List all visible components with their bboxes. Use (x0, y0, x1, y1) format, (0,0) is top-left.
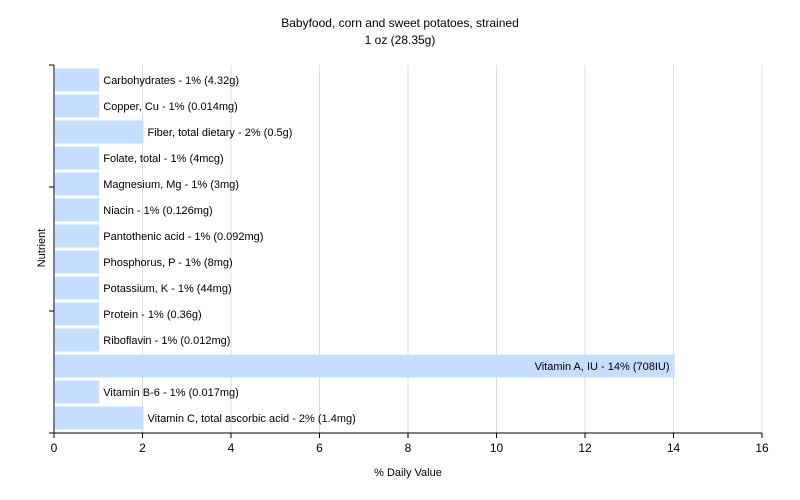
bar-label-13: Vitamin C, total ascorbic acid - 2% (1.4… (148, 413, 356, 425)
grid-lines (142, 65, 763, 433)
chart-subtitle: 1 oz (28.35g) (365, 33, 436, 47)
bar-label-2: Fiber, total dietary - 2% (0.5g) (148, 127, 293, 139)
x-tick-label-4: 8 (405, 441, 412, 455)
bar-11 (55, 354, 675, 378)
bar-2 (55, 120, 144, 144)
bar-label-9: Protein - 1% (0.36g) (103, 309, 201, 321)
bar-label-6: Pantothenic acid - 1% (0.092mg) (103, 231, 263, 243)
bar-10 (55, 328, 100, 352)
x-tick-label-8: 16 (755, 441, 769, 455)
bar-4 (55, 172, 100, 196)
x-tick-label-0: 0 (51, 441, 58, 455)
bar-8 (55, 276, 100, 300)
bar-label-4: Magnesium, Mg - 1% (3mg) (103, 179, 239, 191)
x-tick-label-3: 6 (316, 441, 323, 455)
axes: 0 2 4 6 8 10 12 14 16 (49, 64, 769, 455)
bar-label-3: Folate, total - 1% (4mcg) (103, 153, 223, 165)
bar-3 (55, 146, 100, 170)
bar-label-0: Carbohydrates - 1% (4.32g) (103, 75, 239, 87)
bar-label-11: Vitamin A, IU - 14% (708IU) (535, 361, 670, 373)
bar-label-8: Potassium, K - 1% (44mg) (103, 283, 231, 295)
bar-label-5: Niacin - 1% (0.126mg) (103, 205, 212, 217)
x-axis-title: % Daily Value (374, 467, 442, 479)
x-tick-label-2: 4 (228, 441, 235, 455)
bar-1 (55, 94, 100, 118)
x-tick-label-6: 12 (578, 441, 592, 455)
x-tick-label-1: 2 (139, 441, 146, 455)
bar-9 (55, 302, 100, 326)
bar-5 (55, 198, 100, 222)
y-axis-title: Nutrient (36, 229, 48, 268)
chart-title: Babyfood, corn and sweet potatoes, strai… (281, 16, 519, 30)
bar-6 (55, 224, 100, 248)
bar-7 (55, 250, 100, 274)
bar-label-10: Riboflavin - 1% (0.012mg) (103, 335, 230, 347)
bar-13 (55, 406, 144, 430)
bar-label-7: Phosphorus, P - 1% (8mg) (103, 257, 232, 269)
bar-label-12: Vitamin B-6 - 1% (0.017mg) (103, 387, 239, 399)
x-tick-label-5: 10 (490, 441, 504, 455)
x-tick-label-7: 14 (667, 441, 681, 455)
bar-12 (55, 380, 100, 404)
bar-0 (55, 68, 100, 92)
bars: Carbohydrates - 1% (4.32g) Copper, Cu - 1… (55, 68, 675, 430)
bar-label-1: Copper, Cu - 1% (0.014mg) (103, 101, 238, 113)
